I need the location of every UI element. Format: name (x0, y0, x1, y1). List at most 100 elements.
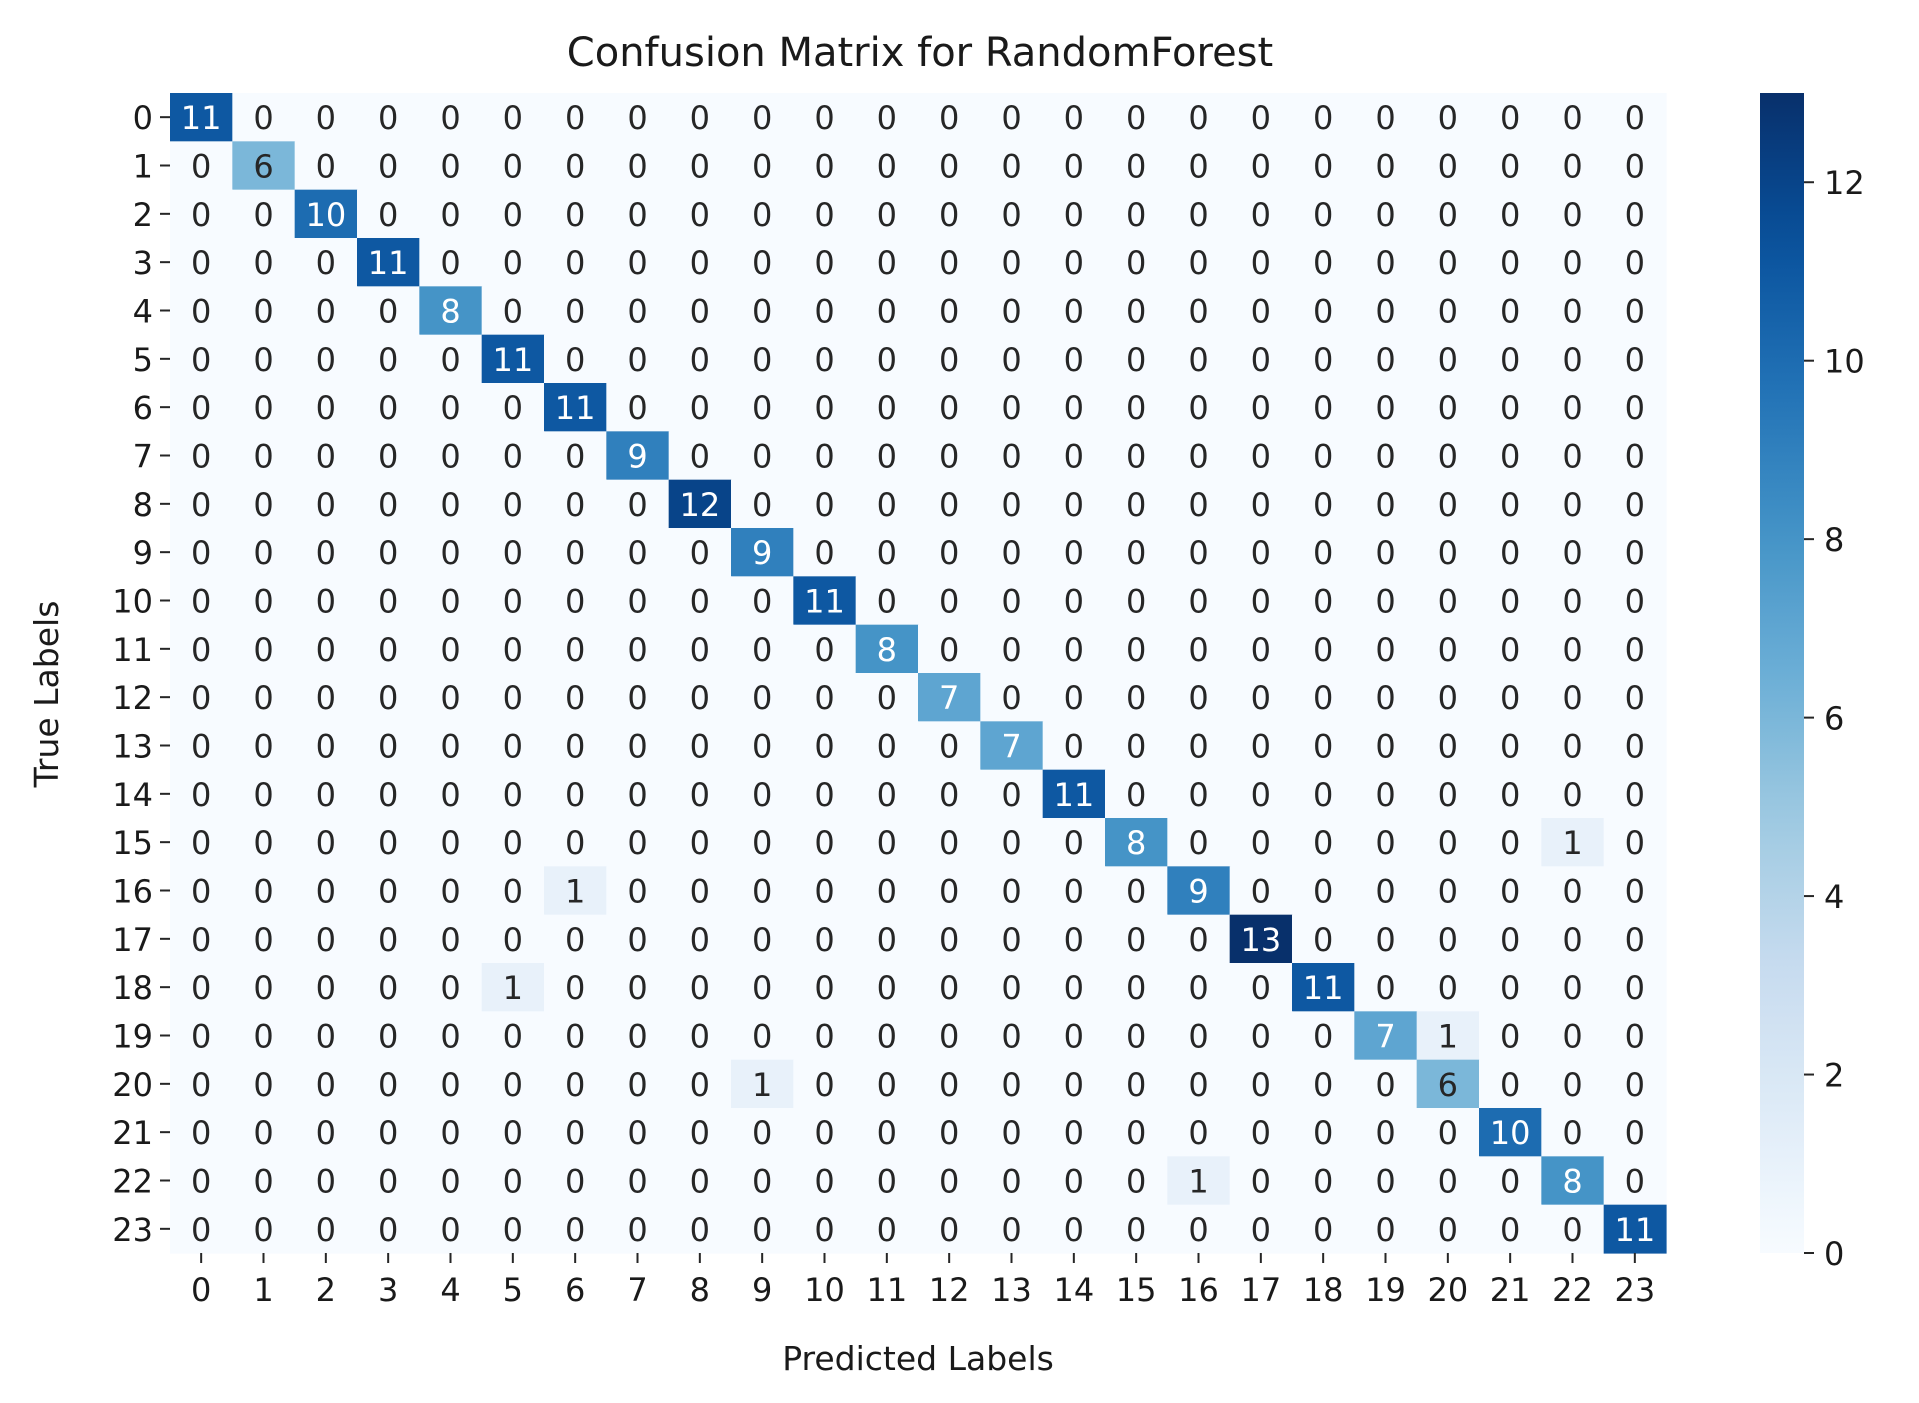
cell-value-label: 0 (1562, 1114, 1582, 1152)
heatmap-cell (855, 286, 919, 336)
heatmap-cell (980, 673, 1044, 722)
cell-value-label: 0 (752, 244, 772, 282)
cell-value-label: 0 (627, 389, 647, 427)
heatmap-cell (1292, 189, 1355, 239)
cell-value-label: 0 (814, 534, 834, 572)
cell-value-label: 12 (679, 486, 720, 524)
heatmap-cell (1229, 1108, 1293, 1157)
heatmap-cell (1292, 238, 1355, 287)
cell-value-label: 0 (503, 921, 523, 959)
y-tick-label: 3 (133, 244, 153, 282)
heatmap-cell (170, 238, 233, 287)
cell-value-label: 0 (752, 679, 772, 717)
cell-value-label: 1 (503, 969, 523, 1007)
heatmap-cell (1603, 1108, 1667, 1157)
cell-value-label: 0 (814, 293, 834, 331)
heatmap-cell (793, 431, 857, 481)
cell-value-label: 0 (316, 341, 336, 379)
heatmap-cell (1229, 431, 1293, 481)
heatmap-cell (855, 189, 919, 239)
heatmap-cell (1541, 818, 1605, 867)
heatmap-cell (232, 576, 296, 626)
heatmap-cell (731, 479, 794, 529)
heatmap-cell (1042, 1108, 1106, 1157)
heatmap-cell (1292, 383, 1355, 432)
cell-value-label: 0 (253, 534, 273, 572)
heatmap-cell (1167, 238, 1231, 287)
heatmap-cell (294, 528, 358, 577)
cell-value-label: 0 (1064, 438, 1084, 476)
cell-value-label: 9 (752, 534, 772, 572)
cell-value-label: 0 (1500, 776, 1520, 814)
heatmap-cell (1105, 914, 1168, 964)
cell-value-label: 0 (440, 921, 460, 959)
cell-value-label: 0 (378, 1114, 398, 1152)
cell-value-label: 10 (1490, 1114, 1531, 1152)
heatmap-cell (419, 189, 483, 239)
heatmap-cell (481, 286, 545, 336)
heatmap-cell (170, 576, 233, 626)
heatmap-cell (918, 141, 981, 191)
heatmap-cell (1105, 963, 1168, 1012)
cell-value-label: 0 (1188, 534, 1208, 572)
cell-value-label: 0 (1064, 389, 1084, 427)
cell-value-label: 0 (440, 99, 460, 137)
heatmap-cell (357, 1011, 420, 1061)
cell-value-label: 0 (814, 1114, 834, 1152)
heatmap-cell (1042, 383, 1106, 432)
heatmap-cell (1167, 769, 1231, 819)
heatmap-cell (1167, 1204, 1231, 1254)
cell-value-label: 0 (939, 99, 959, 137)
heatmap-cell (731, 818, 794, 867)
cell-value-label: 0 (939, 583, 959, 621)
heatmap-cell (1354, 1156, 1418, 1206)
cell-value-label: 0 (1375, 1211, 1395, 1249)
heatmap-cell (606, 528, 670, 577)
cell-value-label: 0 (690, 1211, 710, 1249)
heatmap-cell (1167, 334, 1231, 384)
heatmap-cell (1229, 624, 1293, 674)
heatmap-cell (357, 818, 420, 867)
cell-value-label: 0 (316, 921, 336, 959)
heatmap-cell (419, 576, 483, 626)
heatmap-cell (1105, 769, 1168, 819)
heatmap-cell (918, 93, 981, 142)
heatmap-cell (481, 769, 545, 819)
cell-value-label: 0 (503, 873, 523, 911)
heatmap-cell (731, 189, 794, 239)
cell-value-label: 0 (440, 873, 460, 911)
cell-value-label: 0 (627, 873, 647, 911)
heatmap-cell (232, 528, 296, 577)
cell-value-label: 0 (378, 196, 398, 234)
colorbar-gradient (1760, 93, 1804, 1253)
heatmap-cell (170, 431, 233, 481)
cell-value-label: 0 (814, 1018, 834, 1056)
cell-value-label: 0 (503, 1114, 523, 1152)
heatmap-cell (1292, 914, 1355, 964)
heatmap-cell (1229, 286, 1293, 336)
heatmap-cell (1541, 334, 1605, 384)
heatmap-cell (1292, 769, 1355, 819)
cell-value-label: 0 (814, 1211, 834, 1249)
cell-value-label: 0 (1500, 196, 1520, 234)
heatmap-cell (481, 1108, 545, 1157)
heatmap-cell (668, 769, 732, 819)
cell-value-label: 0 (1188, 631, 1208, 669)
cell-value-label: 0 (378, 824, 398, 862)
cell-value-label: 0 (1313, 1114, 1333, 1152)
heatmap-cell (1292, 1108, 1355, 1157)
heatmap-cell (357, 963, 420, 1012)
cell-value-label: 0 (1001, 486, 1021, 524)
heatmap-cell (1042, 818, 1106, 867)
cell-value-label: 0 (1438, 1163, 1458, 1201)
cell-value-label: 0 (1064, 679, 1084, 717)
cell-value-label: 0 (1188, 728, 1208, 766)
heatmap-cell (544, 576, 607, 626)
heatmap-cell (544, 286, 607, 336)
heatmap-cell (170, 286, 233, 336)
cell-value-label: 0 (440, 1163, 460, 1201)
cell-value-label: 1 (1438, 1018, 1458, 1056)
cell-value-label: 0 (1064, 1114, 1084, 1152)
heatmap-cell (1105, 141, 1168, 191)
